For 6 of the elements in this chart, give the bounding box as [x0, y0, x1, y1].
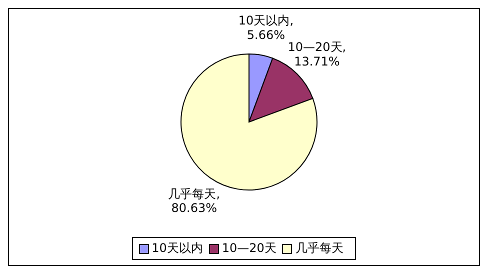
legend-label: 10天以内 [150, 240, 203, 257]
data-label: 10天以内, 5.66% [238, 14, 294, 42]
data-label: 10—20天, 13.71% [288, 40, 346, 69]
legend-label: 10—20天 [220, 240, 276, 257]
data-label: 几乎每天, 80.63% [168, 186, 220, 216]
legend-label: 几乎每天 [294, 240, 344, 257]
